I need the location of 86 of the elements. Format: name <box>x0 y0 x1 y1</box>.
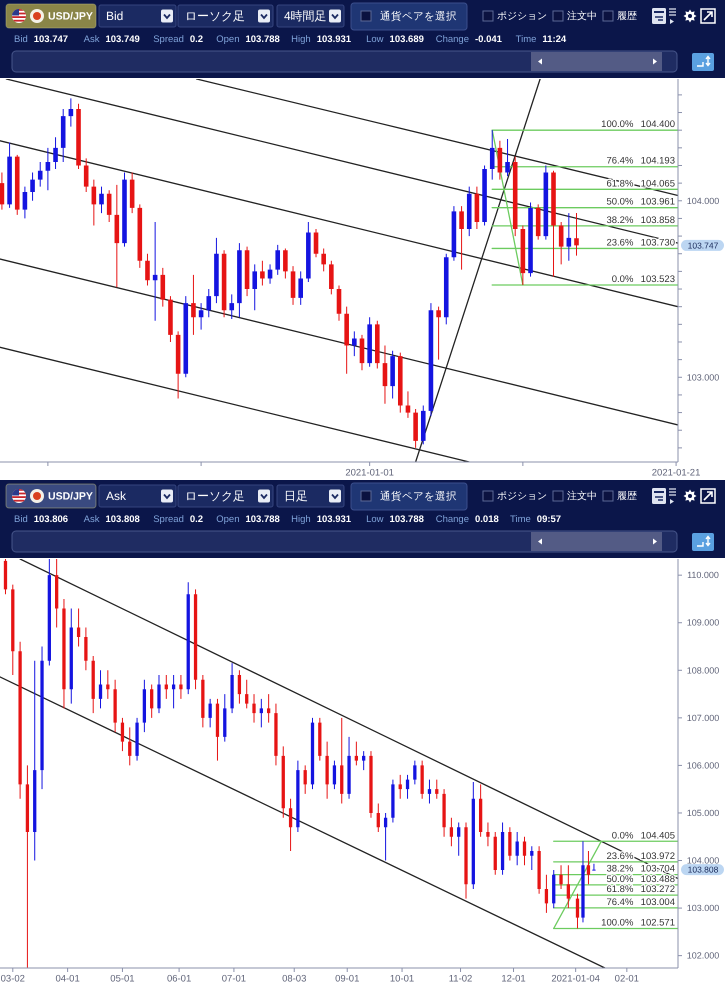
series-label: 50.0% <box>606 196 634 208</box>
text: High 103.931 <box>291 514 352 524</box>
x-tick-label: 09-01 <box>335 974 360 984</box>
y-tick-label: 108.000 <box>686 665 720 676</box>
chart-title: USD/JPY <box>48 10 93 22</box>
data-label: 103.961 <box>640 196 675 208</box>
text: 注文中 <box>567 10 597 22</box>
series-label: 23.6% <box>606 850 634 862</box>
text: Change -0.041 <box>436 34 503 44</box>
text: Ask 103.749 <box>84 34 140 44</box>
y-tick-label: 102.000 <box>686 950 720 961</box>
data-label: 103.858 <box>640 214 675 226</box>
series-label: 76.4% <box>606 156 634 167</box>
x-tick-label: 02-01 <box>614 974 639 984</box>
text: 通貨ペアを選択 <box>380 490 457 502</box>
text: Low 103.788 <box>366 514 424 524</box>
series-label: 23.6% <box>606 237 634 248</box>
text: Low 103.689 <box>366 34 424 44</box>
series-label: 0.0% <box>612 830 634 842</box>
y-tick-label: 103.000 <box>686 903 720 914</box>
series-label: 38.2% <box>606 214 634 226</box>
x-tick-label: 2021-01-04 <box>551 974 600 984</box>
data-label: 103.730 <box>640 237 675 248</box>
series-label: 0.0% <box>612 274 634 285</box>
x-tick-label: 07-01 <box>222 974 246 984</box>
text: Bid 103.806 <box>14 514 68 524</box>
text: Spread 0.2 <box>153 514 204 524</box>
data-label: 102.571 <box>640 917 675 928</box>
series-label: 38.2% <box>606 864 634 875</box>
text: ローソク足 <box>185 9 245 23</box>
series-label: 61.8% <box>606 884 634 896</box>
x-tick-label: 03-02 <box>0 974 25 984</box>
text: 日足 <box>284 489 308 503</box>
series-label: 76.4% <box>606 896 634 908</box>
x-tick-label: 05-01 <box>110 974 135 984</box>
data-label: 104.193 <box>640 156 675 167</box>
text: Open 103.788 <box>216 514 280 524</box>
x-tick-label: 11-02 <box>448 974 472 984</box>
text: 注文中 <box>567 490 597 502</box>
text: Open 103.788 <box>216 34 280 44</box>
chart-title: USD/JPY <box>48 490 93 502</box>
x-tick-label: 2021-01-21 <box>652 468 700 478</box>
text: ローソク足 <box>185 489 245 503</box>
y-tick-label: 103.000 <box>686 372 720 382</box>
series-label: 50.0% <box>606 874 634 885</box>
text: Bid <box>106 9 124 23</box>
data-label: 104.400 <box>640 119 675 130</box>
text: 4時間足 <box>284 9 327 23</box>
x-tick-label: 06-01 <box>166 974 192 984</box>
data-label: 103.972 <box>640 850 675 862</box>
data-label: 104.405 <box>640 830 675 842</box>
y-tick-label: 106.000 <box>686 760 720 770</box>
text: Bid 103.747 <box>14 34 68 44</box>
y-tick-label: 105.000 <box>686 808 720 818</box>
text: 履歴 <box>617 491 637 502</box>
x-tick-label: 08-03 <box>282 974 306 984</box>
data-label: 104.065 <box>640 178 675 190</box>
y-tick-label: 109.000 <box>686 618 720 628</box>
text: Spread 0.2 <box>153 34 204 44</box>
y-tick-label: 104.000 <box>686 196 720 206</box>
y-tick-label: 104.000 <box>686 856 720 866</box>
text: High 103.931 <box>291 34 352 44</box>
text: 通貨ペアを選択 <box>380 10 457 22</box>
x-tick-label: 2021-01-01 <box>345 468 394 478</box>
data-label: 103.004 <box>640 896 675 908</box>
text: ポジション <box>497 11 547 22</box>
x-tick-label: 04-01 <box>55 974 80 984</box>
text: Time 09:57 <box>510 514 562 524</box>
data-label: 103.523 <box>640 274 675 285</box>
text: 103.747 <box>688 240 719 250</box>
text: Ask 103.808 <box>84 514 140 524</box>
x-tick-label: 10-01 <box>390 974 414 984</box>
y-tick-label: 107.000 <box>686 712 720 723</box>
text: Change 0.018 <box>436 514 499 524</box>
series-label: 61.8% <box>606 178 634 190</box>
data-label: 103.272 <box>640 884 675 896</box>
series-label: 100.0% <box>601 119 634 130</box>
series-label: 100.0% <box>601 917 634 928</box>
text: Ask <box>106 489 128 503</box>
text: ポジション <box>497 491 547 502</box>
text: 履歴 <box>617 11 637 22</box>
y-tick-label: 110.000 <box>687 570 719 580</box>
text: Time 11:24 <box>516 34 567 44</box>
data-label: 103.488 <box>640 874 675 885</box>
x-tick-label: 12-01 <box>501 974 526 984</box>
text: 103.808 <box>688 864 719 875</box>
